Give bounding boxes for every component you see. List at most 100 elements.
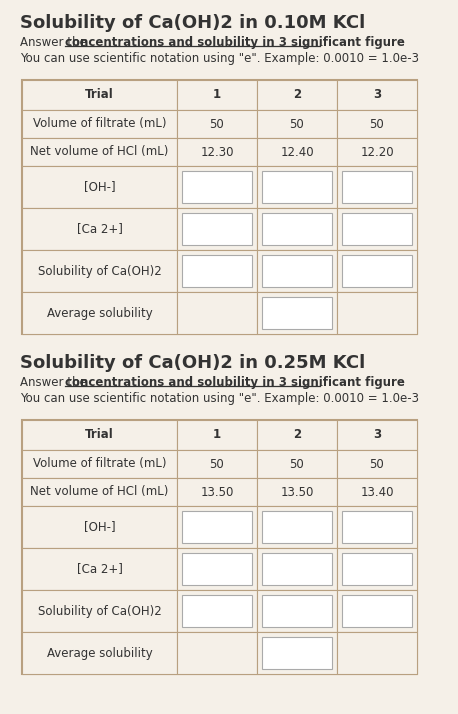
Text: 50: 50 [289,118,305,131]
Bar [177,590,257,632]
Text: 2: 2 [293,428,301,441]
Bar [337,80,417,110]
Text: 50: 50 [289,458,305,471]
Bar [337,478,417,506]
Bar [22,478,177,506]
Bar [262,255,332,287]
Bar [342,553,412,585]
Bar [262,595,332,627]
Bar [262,171,332,203]
Bar [22,450,177,478]
Bar [342,255,412,287]
Bar [22,590,177,632]
Bar [22,166,177,208]
Bar [22,420,417,674]
Bar [257,450,337,478]
Bar [22,632,177,674]
Bar [182,213,252,245]
Text: 1: 1 [213,89,221,101]
Text: Answer the: Answer the [20,376,91,389]
Text: .: . [320,376,324,389]
Text: Solubility of Ca(OH)2: Solubility of Ca(OH)2 [38,264,161,278]
Bar [342,171,412,203]
Bar [342,511,412,543]
Bar [262,511,332,543]
Text: Solubility of Ca(OH)2 in 0.10M KCl: Solubility of Ca(OH)2 in 0.10M KCl [20,14,365,32]
Bar [177,138,257,166]
Bar [337,506,417,548]
Bar [342,213,412,245]
Bar [262,553,332,585]
Bar [257,250,337,292]
Text: 50: 50 [210,458,224,471]
Bar [177,450,257,478]
Bar [22,548,177,590]
Bar [257,478,337,506]
Bar [22,138,177,166]
Text: Net volume of HCl (mL): Net volume of HCl (mL) [30,146,169,159]
Bar [257,80,337,110]
Bar [182,171,252,203]
Bar [342,595,412,627]
Bar [337,420,417,450]
Text: 50: 50 [370,118,384,131]
Bar [262,213,332,245]
Text: 12.40: 12.40 [280,146,314,159]
Text: Trial: Trial [85,89,114,101]
Bar [257,110,337,138]
Bar [257,506,337,548]
Text: concentrations and solubility in 3 significant figure: concentrations and solubility in 3 signi… [65,36,405,49]
Bar [177,292,257,334]
Bar [337,450,417,478]
Bar [182,553,252,585]
Text: 13.50: 13.50 [280,486,314,498]
Bar [177,548,257,590]
Bar [182,255,252,287]
Bar [22,250,177,292]
Text: [OH-]: [OH-] [84,521,115,533]
Bar [22,80,177,110]
Text: 13.50: 13.50 [200,486,234,498]
Bar [257,208,337,250]
Text: You can use scientific notation using "e". Example: 0.0010 = 1.0e-3: You can use scientific notation using "e… [20,392,419,405]
Bar [257,548,337,590]
Text: 3: 3 [373,89,381,101]
Bar [257,138,337,166]
Bar [177,208,257,250]
Text: Average solubility: Average solubility [47,646,153,660]
Text: 12.30: 12.30 [200,146,234,159]
Text: concentrations and solubility in 3 significant figure: concentrations and solubility in 3 signi… [65,376,405,389]
Bar [22,80,417,334]
Bar [337,138,417,166]
Text: 1: 1 [213,428,221,441]
Text: .: . [320,36,324,49]
Bar [257,632,337,674]
Bar [22,110,177,138]
Bar [337,632,417,674]
Bar [337,548,417,590]
Text: Trial: Trial [85,428,114,441]
Bar [337,250,417,292]
Text: 12.20: 12.20 [360,146,394,159]
Bar [177,632,257,674]
Bar [182,511,252,543]
Bar [22,506,177,548]
Bar [182,595,252,627]
Bar [257,420,337,450]
Text: 13.40: 13.40 [360,486,394,498]
Bar [337,590,417,632]
Text: Volume of filtrate (mL): Volume of filtrate (mL) [33,458,166,471]
Text: Solubility of Ca(OH)2 in 0.25M KCl: Solubility of Ca(OH)2 in 0.25M KCl [20,354,365,372]
Bar [262,297,332,329]
Text: [OH-]: [OH-] [84,181,115,193]
Text: Volume of filtrate (mL): Volume of filtrate (mL) [33,118,166,131]
Text: 2: 2 [293,89,301,101]
Text: 50: 50 [210,118,224,131]
Text: 3: 3 [373,428,381,441]
Bar [177,110,257,138]
Bar [337,292,417,334]
Text: You can use scientific notation using "e". Example: 0.0010 = 1.0e-3: You can use scientific notation using "e… [20,52,419,65]
Text: Average solubility: Average solubility [47,306,153,319]
Text: Net volume of HCl (mL): Net volume of HCl (mL) [30,486,169,498]
Bar [22,420,177,450]
